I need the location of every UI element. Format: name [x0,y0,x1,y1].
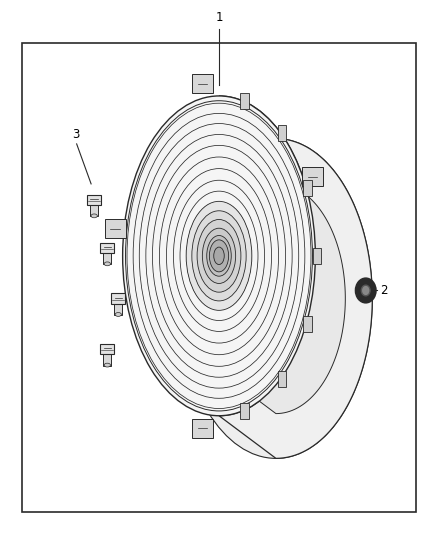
FancyBboxPatch shape [240,403,249,419]
Ellipse shape [192,211,246,301]
Ellipse shape [356,279,375,302]
Ellipse shape [197,220,241,292]
Ellipse shape [180,139,372,458]
FancyBboxPatch shape [111,293,125,304]
FancyBboxPatch shape [192,418,213,438]
Ellipse shape [104,262,110,266]
Ellipse shape [209,240,229,272]
FancyBboxPatch shape [87,195,101,205]
FancyBboxPatch shape [100,243,114,253]
FancyBboxPatch shape [100,344,114,354]
FancyBboxPatch shape [278,125,286,141]
FancyBboxPatch shape [90,204,98,216]
FancyBboxPatch shape [304,316,312,332]
FancyBboxPatch shape [114,302,122,315]
Polygon shape [219,168,329,386]
Ellipse shape [123,96,315,416]
Text: 3: 3 [72,128,79,141]
FancyBboxPatch shape [302,167,323,186]
Text: 2: 2 [380,284,387,297]
FancyBboxPatch shape [240,93,249,109]
FancyBboxPatch shape [103,353,111,366]
Polygon shape [219,216,300,338]
Ellipse shape [361,285,370,296]
FancyBboxPatch shape [278,371,286,387]
Ellipse shape [104,363,110,367]
Ellipse shape [91,214,97,218]
Polygon shape [219,96,372,458]
Ellipse shape [115,312,121,317]
FancyBboxPatch shape [304,180,312,196]
Ellipse shape [211,243,227,269]
FancyBboxPatch shape [105,219,126,238]
Ellipse shape [186,201,252,310]
FancyBboxPatch shape [313,248,321,264]
FancyBboxPatch shape [103,252,111,264]
Ellipse shape [202,228,236,284]
Ellipse shape [215,248,223,263]
Ellipse shape [207,236,231,276]
FancyBboxPatch shape [192,74,213,93]
Polygon shape [219,141,345,414]
Text: 1: 1 [215,11,223,24]
Ellipse shape [214,247,224,264]
